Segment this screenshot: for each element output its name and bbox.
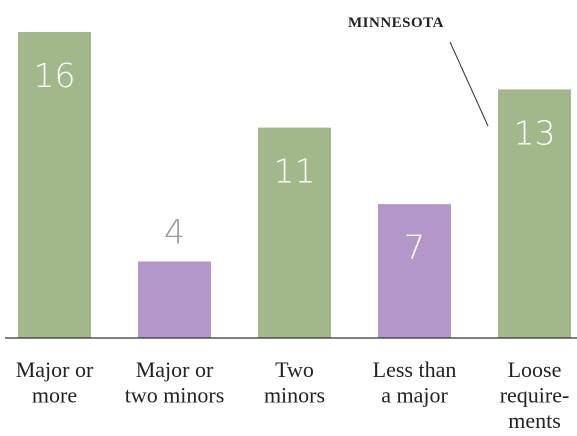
value-label: 13 <box>514 113 556 152</box>
value-label: 4 <box>164 213 185 252</box>
value-label: 11 <box>274 152 316 191</box>
x-tick-label: Major or two minors <box>125 357 225 408</box>
x-tick-label: Major or more <box>16 357 94 408</box>
annotation-line <box>449 41 489 127</box>
value-label: 7 <box>404 228 425 267</box>
bar <box>378 204 451 338</box>
bar <box>18 32 91 338</box>
x-tick-label: Two minors <box>264 357 325 408</box>
value-label: 16 <box>34 56 76 95</box>
bar <box>138 261 211 338</box>
bar <box>258 127 331 338</box>
bar <box>498 89 571 338</box>
annotation: MINNESOTA <box>348 15 444 31</box>
x-tick-label: Loose require-ments <box>500 357 570 433</box>
x-tick-label: Less than a major <box>373 357 457 408</box>
